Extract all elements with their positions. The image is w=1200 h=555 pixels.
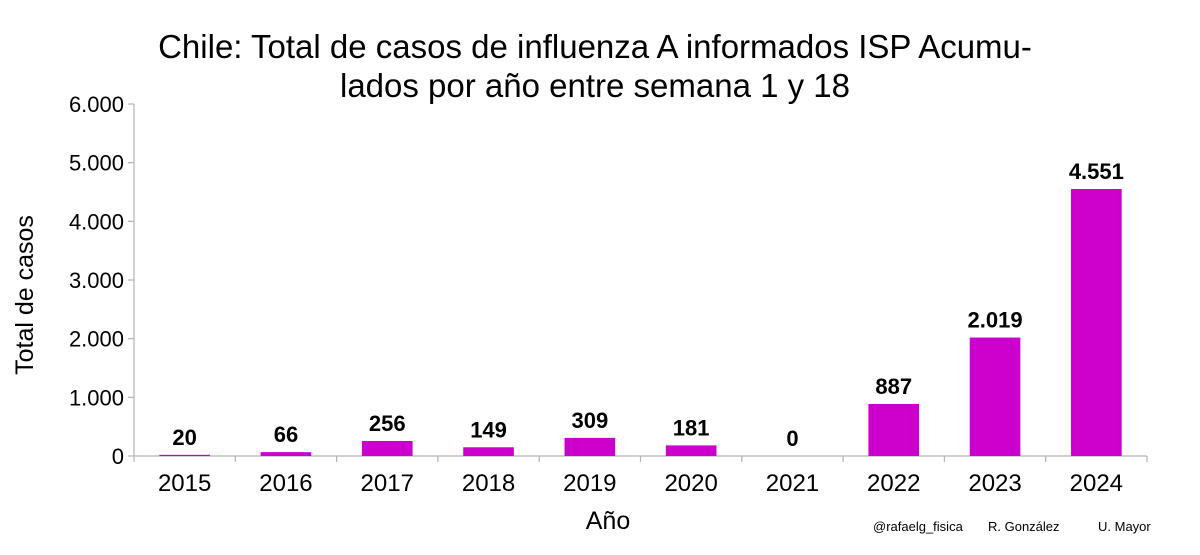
x-tick-label: 2024 — [1070, 470, 1123, 497]
x-tick-label: 2015 — [158, 470, 211, 497]
x-tick-label: 2017 — [361, 470, 414, 497]
y-tick-label: 4.000 — [69, 209, 124, 234]
y-tick-label: 3.000 — [69, 268, 124, 293]
y-tick-label: 2.000 — [69, 327, 124, 352]
data-label: 181 — [673, 415, 710, 440]
bar — [463, 447, 514, 456]
plot-area: 0 1.000 2.000 3.000 4.000 5.000 6.000 20 2015 66 2… — [69, 92, 1148, 497]
data-label: 149 — [470, 417, 507, 442]
bar — [665, 445, 717, 456]
y-axis-label: Total de casos — [11, 215, 39, 375]
bar — [1071, 189, 1122, 456]
data-label: 20 — [172, 425, 196, 450]
data-label: 66 — [274, 422, 298, 447]
data-label: 887 — [875, 374, 912, 399]
data-label: 256 — [369, 411, 406, 436]
y-tick-label: 6.000 — [69, 92, 124, 117]
data-label: 309 — [571, 408, 608, 433]
data-label: 0 — [786, 426, 798, 451]
y-tick-label: 0 — [112, 444, 124, 469]
data-label: 2.019 — [968, 308, 1023, 333]
credit-author: R. González — [988, 519, 1060, 534]
chart-title-line-1: Chile: Total de casos de influenza A inf… — [158, 28, 1032, 65]
x-tick-label: 2022 — [867, 470, 920, 497]
bar — [260, 452, 312, 456]
data-label: 4.551 — [1069, 159, 1124, 184]
x-tick-label: 2018 — [462, 470, 515, 497]
bar — [361, 440, 413, 456]
x-tick-label: 2016 — [259, 470, 312, 497]
bar — [969, 337, 1021, 456]
x-tick-label: 2019 — [563, 470, 616, 497]
bar — [868, 403, 920, 456]
x-tick-label: 2020 — [664, 470, 717, 497]
bar — [564, 437, 616, 456]
credit-handle: @rafaelg_fisica — [873, 519, 964, 534]
credit-institution: U. Mayor — [1098, 519, 1151, 534]
x-axis-label: Año — [586, 507, 630, 535]
y-tick-label: 1.000 — [69, 385, 124, 410]
x-tick-label: 2023 — [968, 470, 1021, 497]
y-tick-label: 5.000 — [69, 151, 124, 176]
x-tick-label: 2021 — [766, 470, 819, 497]
bar — [159, 454, 210, 456]
chart-title-line-2: lados por año entre semana 1 y 18 — [340, 67, 850, 104]
